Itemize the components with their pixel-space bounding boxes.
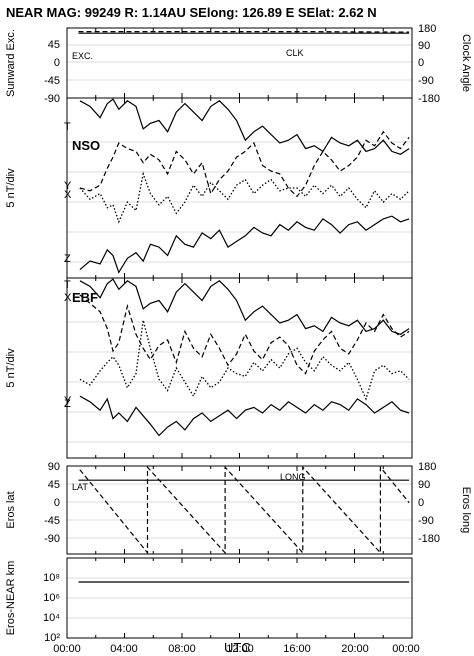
tick-long-5: -180	[418, 533, 440, 545]
series-eros-lat-long-long	[79, 465, 410, 555]
tick-left-4: -90	[44, 93, 60, 105]
tick-lat-4: -45	[44, 515, 60, 527]
ylabel-eros-lat: Eros lat	[5, 491, 17, 528]
series-NSO-y	[79, 130, 410, 198]
series-NSO-x	[79, 171, 410, 224]
series-EBF-t	[79, 278, 410, 335]
panel-eros-lat-long: 90 45 0 -45 -90 180 90 0 -90 -180 Eros l…	[5, 461, 472, 555]
ylabel-nso: 5 nT/div	[5, 168, 17, 208]
annotation-clk: CLK	[286, 48, 304, 58]
tick-right-2: 90	[418, 40, 430, 52]
series-EBF-z	[79, 395, 410, 437]
series-EBF-y	[79, 320, 410, 401]
tick-lat-2: 45	[48, 479, 60, 491]
panel-nso: 5 nT/div T NSO Y X Z	[5, 97, 413, 279]
tick-long-4: -90	[418, 515, 434, 527]
tick-lat-5: -90	[44, 533, 60, 545]
figure-title: NEAR MAG: 99249 R: 1.14AU SElong: 126.89…	[6, 5, 377, 20]
tick-long-2: 90	[418, 479, 430, 491]
panel-eros-near-distance: 10⁸ 10⁶ 10⁴ 10² Eros-NEAR km	[5, 557, 413, 644]
annotation-ebf-z: Z	[64, 398, 71, 410]
panel-sunward-clock: 45 0 -45 -90 180 90 0 -90 -180 Sunward E…	[5, 23, 472, 105]
x-tick-2: 08:00	[168, 643, 196, 655]
annotation-nso-z: Z	[64, 253, 71, 265]
tick-dist-4: 10²	[44, 632, 60, 644]
series-NSO-t	[79, 98, 410, 155]
tick-right-1: 180	[418, 23, 436, 35]
tick-dist-3: 10⁴	[43, 612, 60, 624]
annotation-exc: EXC.	[72, 51, 93, 61]
tick-long-1: 180	[418, 461, 436, 473]
tick-left-1: 45	[48, 39, 60, 51]
tick-right-5: -180	[418, 93, 440, 105]
panel-ebf: 5 nT/div T X EBF Y Z	[5, 277, 413, 459]
annotation-ebf-label: EBF	[72, 290, 98, 305]
annotation-nso-y: Y	[64, 180, 72, 192]
annotation-ebf-x: X	[64, 292, 72, 304]
tick-dist-2: 10⁶	[43, 592, 60, 604]
ylabel-clock: Clock Angle	[460, 34, 472, 92]
annotation-nso-t: T	[64, 121, 71, 133]
tick-left-3: -45	[44, 75, 60, 87]
tick-lat-3: 0	[54, 497, 60, 509]
annotation-ebf-y: Y	[64, 395, 72, 407]
ylabel-eros-long: Eros long	[460, 487, 472, 533]
x-tick-0: 00:00	[53, 643, 81, 655]
series-EBF-x	[79, 294, 410, 375]
x-axis: 00:00 04:00 08:00 12:00 16:00 20:00 00:0…	[53, 28, 420, 655]
x-tick-4: 16:00	[283, 643, 311, 655]
ylabel-sunward: Sunward Exc.	[5, 29, 17, 97]
tick-right-4: -90	[418, 75, 434, 87]
x-tick-5: 20:00	[341, 643, 369, 655]
annotation-ebf-t: T	[64, 279, 71, 291]
annotation-lat: LAT	[72, 482, 88, 492]
annotation-nso-x: X	[64, 189, 72, 201]
annotation-long: LONG	[280, 472, 306, 482]
tick-right-3: 0	[418, 57, 424, 69]
x-tick-1: 04:00	[110, 643, 138, 655]
tick-dist-1: 10⁸	[43, 572, 60, 584]
ylabel-ebf: 5 nT/div	[5, 348, 17, 388]
series-NSO-z	[79, 215, 410, 274]
x-tick-6: 00:00	[392, 643, 420, 655]
annotation-nso-label: NSO	[72, 138, 100, 153]
tick-long-3: 0	[418, 497, 424, 509]
ylabel-eros-near: Eros-NEAR km	[5, 561, 17, 636]
tick-lat-1: 90	[48, 461, 60, 473]
x-axis-label: UTC	[224, 640, 251, 655]
x-tick-3: 12:00	[226, 643, 254, 655]
tick-left-2: 0	[54, 57, 60, 69]
